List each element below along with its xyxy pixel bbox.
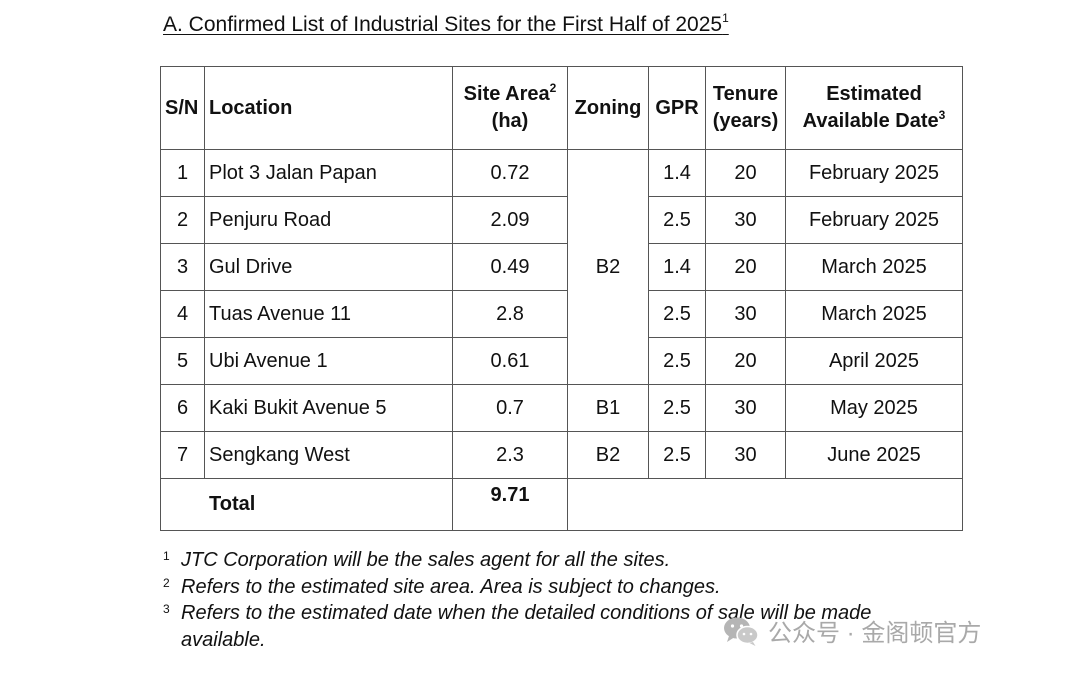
footnote-1-text: JTC Corporation will be the sales agent … <box>181 549 671 571</box>
footnote-2-mark: 2 <box>163 575 170 590</box>
footnotes: 1 JTC Corporation will be the sales agen… <box>163 547 871 653</box>
cell-gpr: 1.4 <box>648 149 706 197</box>
cell-location: Plot 3 Jalan Papan <box>204 149 453 197</box>
footnote-2-text: Refers to the estimated site area. Area … <box>181 575 721 598</box>
cell-site-area: 0.49 <box>452 243 568 291</box>
cell-zoning-merged: B2 <box>567 149 649 385</box>
cell-site-area: 0.7 <box>452 384 568 432</box>
cell-sn: 1 <box>160 149 205 197</box>
cell-available-date: May 2025 <box>785 384 963 432</box>
cell-tenure: 20 <box>705 149 786 197</box>
cell-location: Penjuru Road <box>204 196 453 244</box>
footnote-3-text: Refers to the estimated date when the de… <box>181 602 872 624</box>
cell-tenure: 30 <box>705 290 786 338</box>
cell-site-area: 0.61 <box>452 337 568 385</box>
table-row: 5 Ubi Avenue 1 0.61 2.5 20 April 2025 <box>160 337 963 385</box>
cell-gpr: 2.5 <box>648 337 706 385</box>
header-available-date: Estimated Available Date3 <box>785 66 963 150</box>
cell-site-area: 2.09 <box>452 196 568 244</box>
cell-gpr: 1.4 <box>648 243 706 291</box>
title-text: A. Confirmed List of Industrial Sites fo… <box>163 13 723 36</box>
header-tenure-unit: (years) <box>712 110 779 132</box>
cell-available-date: March 2025 <box>785 243 963 291</box>
cell-location: Sengkang West <box>204 431 453 479</box>
footnote-1-mark: 1 <box>163 549 170 563</box>
total-label: Total <box>160 478 453 531</box>
cell-site-area: 0.72 <box>452 149 568 197</box>
cell-gpr: 2.5 <box>648 290 706 338</box>
footnote-3-text-cont: available. <box>181 628 266 651</box>
table-row: 1 Plot 3 Jalan Papan 0.72 B2 1.4 20 Febr… <box>160 149 963 385</box>
header-sn: S/N <box>160 66 205 150</box>
total-row: Total 9.71 <box>160 478 963 531</box>
cell-available-date: March 2025 <box>785 290 963 338</box>
watermark: 公众号 · 金阁顿官方 <box>722 613 981 648</box>
table-row: 7 Sengkang West 2.3 B2 2.5 30 June 2025 <box>160 431 963 479</box>
cell-tenure: 30 <box>705 196 786 244</box>
header-site-area-unit: (ha) <box>491 110 529 132</box>
cell-site-area: 2.3 <box>452 431 568 479</box>
cell-sn: 4 <box>160 290 205 338</box>
total-value: 9.71 <box>452 478 568 531</box>
wechat-icon <box>724 617 759 646</box>
header-date-label-1: Estimated <box>826 83 922 105</box>
cell-location: Gul Drive <box>204 243 453 291</box>
header-zoning: Zoning <box>567 66 649 150</box>
table-header-row: S/N Location Site Area2 (ha) Zoning GPR … <box>160 66 963 150</box>
cell-gpr: 2.5 <box>648 431 706 479</box>
header-tenure-label: Tenure <box>712 83 779 105</box>
total-empty-cell <box>567 478 963 531</box>
cell-available-date: April 2025 <box>785 337 963 385</box>
cell-tenure: 20 <box>705 243 786 291</box>
cell-location: Tuas Avenue 11 <box>204 290 453 338</box>
footnote-2: 2 Refers to the estimated site area. Are… <box>163 574 871 601</box>
cell-tenure: 30 <box>705 431 786 479</box>
cell-zoning: B2 <box>567 431 649 479</box>
footnote-3-continuation: available. <box>163 627 871 654</box>
cell-gpr: 2.5 <box>648 384 706 432</box>
cell-zoning: B1 <box>567 384 649 432</box>
cell-sn: 5 <box>160 337 205 385</box>
cell-available-date: June 2025 <box>785 431 963 479</box>
header-site-area-label: Site Area <box>463 83 550 105</box>
cell-location: Kaki Bukit Avenue 5 <box>204 384 453 432</box>
industrial-sites-table: S/N Location Site Area2 (ha) Zoning GPR … <box>160 66 963 531</box>
header-tenure: Tenure (years) <box>705 66 786 150</box>
header-gpr: GPR <box>648 66 706 150</box>
table-row: 6 Kaki Bukit Avenue 5 0.7 B1 2.5 30 May … <box>160 384 963 432</box>
watermark-text: 公众号 · 金阁顿官方 <box>768 620 982 647</box>
table-row: 2 Penjuru Road 2.09 2.5 30 February 2025 <box>160 196 963 244</box>
footnote-1: 1 JTC Corporation will be the sales agen… <box>163 547 871 574</box>
cell-site-area: 2.8 <box>452 290 568 338</box>
cell-sn: 6 <box>160 384 205 432</box>
cell-sn: 7 <box>160 431 205 479</box>
cell-sn: 2 <box>160 196 205 244</box>
cell-tenure: 30 <box>705 384 786 432</box>
cell-gpr: 2.5 <box>648 196 706 244</box>
header-date-label-2: Available Date <box>802 110 939 132</box>
cell-available-date: February 2025 <box>785 149 963 197</box>
header-date-mark: 3 <box>938 108 946 122</box>
cell-location: Ubi Avenue 1 <box>204 337 453 385</box>
footnote-3: 3 Refers to the estimated date when the … <box>163 600 871 627</box>
table-row: 3 Gul Drive 0.49 1.4 20 March 2025 <box>160 243 963 291</box>
header-site-area: Site Area2 (ha) <box>452 66 568 150</box>
header-site-area-mark: 2 <box>549 81 557 95</box>
cell-available-date: February 2025 <box>785 196 963 244</box>
table-row: 4 Tuas Avenue 11 2.8 2.5 30 March 2025 <box>160 290 963 338</box>
title-footnote-mark: 1 <box>722 11 729 25</box>
header-location: Location <box>204 66 453 150</box>
cell-tenure: 20 <box>705 337 786 385</box>
document-title: A. Confirmed List of Industrial Sites fo… <box>163 11 729 37</box>
cell-sn: 3 <box>160 243 205 291</box>
footnote-3-mark: 3 <box>163 602 170 616</box>
